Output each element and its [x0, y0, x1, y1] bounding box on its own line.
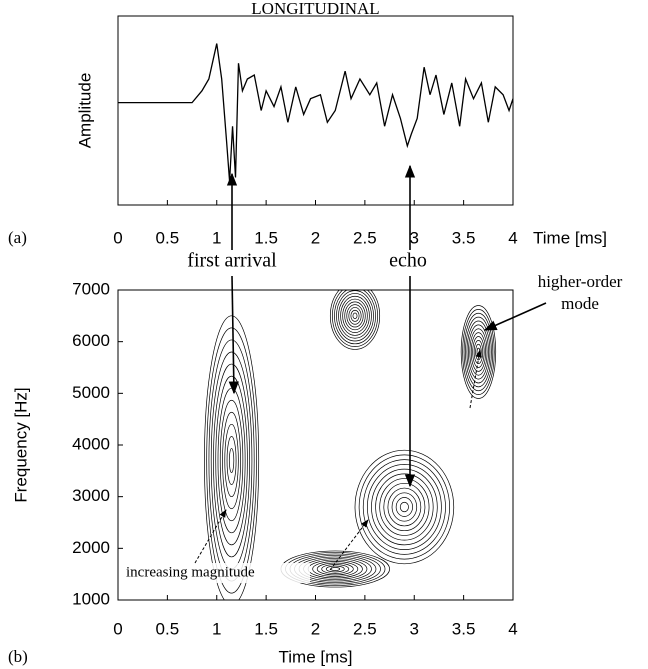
x-axis-label: Time [ms]	[279, 647, 353, 666]
contour-line	[354, 449, 455, 565]
contour-line	[366, 464, 442, 550]
contour-line	[460, 305, 497, 399]
x-tick-label: 1.5	[254, 619, 278, 638]
contour-line	[383, 482, 426, 532]
label-bg	[124, 563, 310, 583]
contour-line	[350, 309, 360, 322]
y-axis-label: Frequency [Hz]	[11, 387, 30, 502]
contour-line	[375, 473, 434, 541]
contour-line	[336, 290, 374, 342]
contour-line	[362, 459, 446, 555]
y-tick-label: 6000	[72, 331, 110, 350]
contour-line	[213, 363, 251, 558]
contour-line	[224, 423, 239, 498]
y-tick-label: 4000	[72, 434, 110, 453]
contour-line	[228, 448, 235, 473]
contour-line	[217, 387, 246, 534]
annotation: first arrival	[187, 250, 277, 272]
annotation: higher-order mode	[538, 272, 623, 313]
contour-line	[312, 561, 359, 577]
chart-title: LONGITUDINAL	[251, 0, 379, 18]
contour-line	[210, 351, 253, 570]
contour-line	[358, 454, 450, 560]
y-tick-label: 5000	[72, 383, 110, 402]
contour-line	[344, 301, 366, 331]
label-bg	[378, 250, 438, 274]
x-tick-label: 3	[410, 619, 419, 638]
annotation: increasing magnitude	[126, 564, 255, 580]
y-tick-label: 1000	[72, 589, 110, 608]
contour-line	[473, 340, 484, 364]
contour-line	[399, 501, 409, 513]
contour-line	[466, 320, 491, 384]
contour-line	[469, 328, 488, 376]
contour-line	[465, 316, 492, 388]
x-tick-label: 1	[212, 619, 221, 638]
contour-line	[219, 399, 244, 522]
annotation-arrow	[483, 302, 547, 331]
contour-line	[329, 290, 381, 350]
contour-line	[346, 304, 364, 328]
contour-line	[395, 497, 413, 517]
contour-line	[352, 312, 358, 319]
x-tick-label: 0	[113, 228, 122, 247]
contour-line	[338, 293, 372, 339]
x-tick-label: 2.5	[353, 619, 377, 638]
waveform	[118, 43, 514, 182]
contour-line	[316, 562, 354, 576]
x-tick-label: 4	[508, 619, 517, 638]
contour-line	[462, 309, 495, 395]
x-tick-label: 1	[212, 228, 221, 247]
x-axis-label: Time [ms]	[533, 228, 607, 247]
contour-line	[321, 564, 350, 574]
contour-line	[340, 295, 370, 336]
y-tick-label: 3000	[72, 486, 110, 505]
x-tick-label: 1.5	[254, 228, 278, 247]
contour-line	[470, 332, 486, 372]
y-tick-label: 7000	[72, 279, 110, 298]
x-tick-label: 2.5	[353, 228, 377, 247]
x-tick-label: 0.5	[156, 619, 180, 638]
contour-line	[342, 298, 368, 333]
contour-line	[222, 411, 241, 510]
contour-line	[215, 375, 248, 546]
contour-line	[387, 487, 422, 527]
plot-frame	[117, 15, 514, 206]
annotation: echo	[389, 250, 427, 272]
contour-line	[391, 492, 418, 522]
x-tick-label: 2	[311, 619, 320, 638]
contour-line	[334, 290, 376, 345]
y-axis-label: Amplitude	[75, 73, 94, 149]
contour-line	[204, 315, 260, 600]
contour-line	[332, 290, 378, 347]
contour-line	[468, 324, 489, 380]
annotation-arrow	[228, 275, 239, 395]
contours	[204, 290, 497, 600]
x-tick-label: 3.5	[452, 228, 476, 247]
panel-label: (a)	[8, 228, 27, 247]
x-tick-label: 3	[410, 228, 419, 247]
contour-line	[371, 468, 438, 546]
contour-line	[348, 307, 362, 325]
contour-line	[379, 478, 430, 536]
x-tick-label: 3.5	[452, 619, 476, 638]
x-tick-label: 2	[311, 228, 320, 247]
y-tick-label: 2000	[72, 538, 110, 557]
annotation-arrow	[194, 509, 227, 564]
contour-line	[472, 336, 485, 368]
x-tick-label: 0.5	[156, 228, 180, 247]
contour-line	[206, 327, 257, 594]
panel-label: (b)	[8, 647, 28, 666]
annotation-arrow	[329, 519, 369, 571]
contour-line	[325, 565, 345, 573]
x-tick-label: 0	[113, 619, 122, 638]
x-tick-label: 4	[508, 228, 517, 247]
contour-line	[463, 312, 494, 392]
contour-line	[226, 436, 237, 485]
label-bg	[168, 250, 296, 274]
